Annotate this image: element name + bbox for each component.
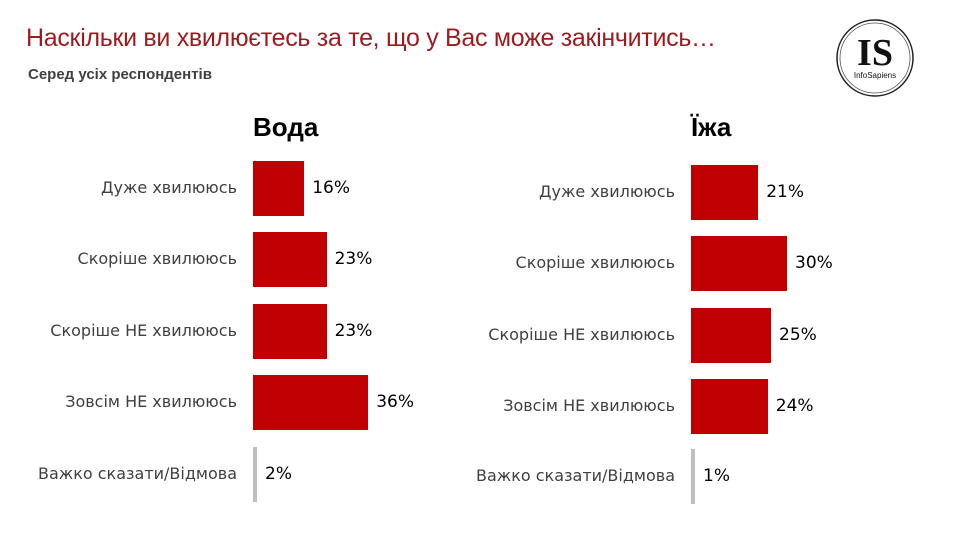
bar xyxy=(253,447,257,502)
data-label: 24% xyxy=(775,395,814,416)
data-label: 16% xyxy=(312,177,350,198)
bar xyxy=(691,379,768,434)
data-label: 23% xyxy=(334,248,373,269)
svg-text:IS: IS xyxy=(857,32,893,74)
category-label: Скоріше НЕ хвилююсь xyxy=(488,324,675,344)
category-label: Зовсім НЕ хвилююсь xyxy=(503,395,675,415)
svg-text:InfoSapiens: InfoSapiens xyxy=(854,71,896,80)
category-label: Скоріше НЕ хвилююсь xyxy=(50,320,237,340)
bar xyxy=(253,375,369,430)
bar xyxy=(253,232,327,287)
chart-title-water: Вода xyxy=(253,112,319,142)
data-label: 23% xyxy=(334,320,373,341)
data-label: 36% xyxy=(376,391,414,412)
data-label: 21% xyxy=(766,181,804,202)
bar xyxy=(691,449,695,504)
category-label: Скоріше хвилююсь xyxy=(77,248,237,268)
bar xyxy=(253,161,305,216)
infosapiens-logo: IS InfoSapiens xyxy=(836,19,914,97)
category-label: Дуже хвилююсь xyxy=(101,177,237,197)
bar xyxy=(691,236,787,291)
bar xyxy=(253,304,327,359)
category-label: Важко сказати/Відмова xyxy=(38,463,237,483)
category-label: Зовсім НЕ хвилююсь xyxy=(65,391,237,411)
chart-title-food: Їжа xyxy=(691,112,732,142)
data-label: 30% xyxy=(795,252,833,273)
category-label: Скоріше хвилююсь xyxy=(515,252,675,272)
bar xyxy=(691,165,759,220)
page-title: Наскільки ви хвилюєтесь за те, що у Вас … xyxy=(26,24,716,52)
category-label: Важко сказати/Відмова xyxy=(476,465,675,485)
bar xyxy=(691,308,771,363)
data-label: 2% xyxy=(265,463,292,484)
page-subtitle: Серед усіх респондентів xyxy=(28,66,212,83)
category-label: Дуже хвилююсь xyxy=(539,181,675,201)
data-label: 25% xyxy=(779,324,817,345)
data-label: 1% xyxy=(703,465,730,486)
